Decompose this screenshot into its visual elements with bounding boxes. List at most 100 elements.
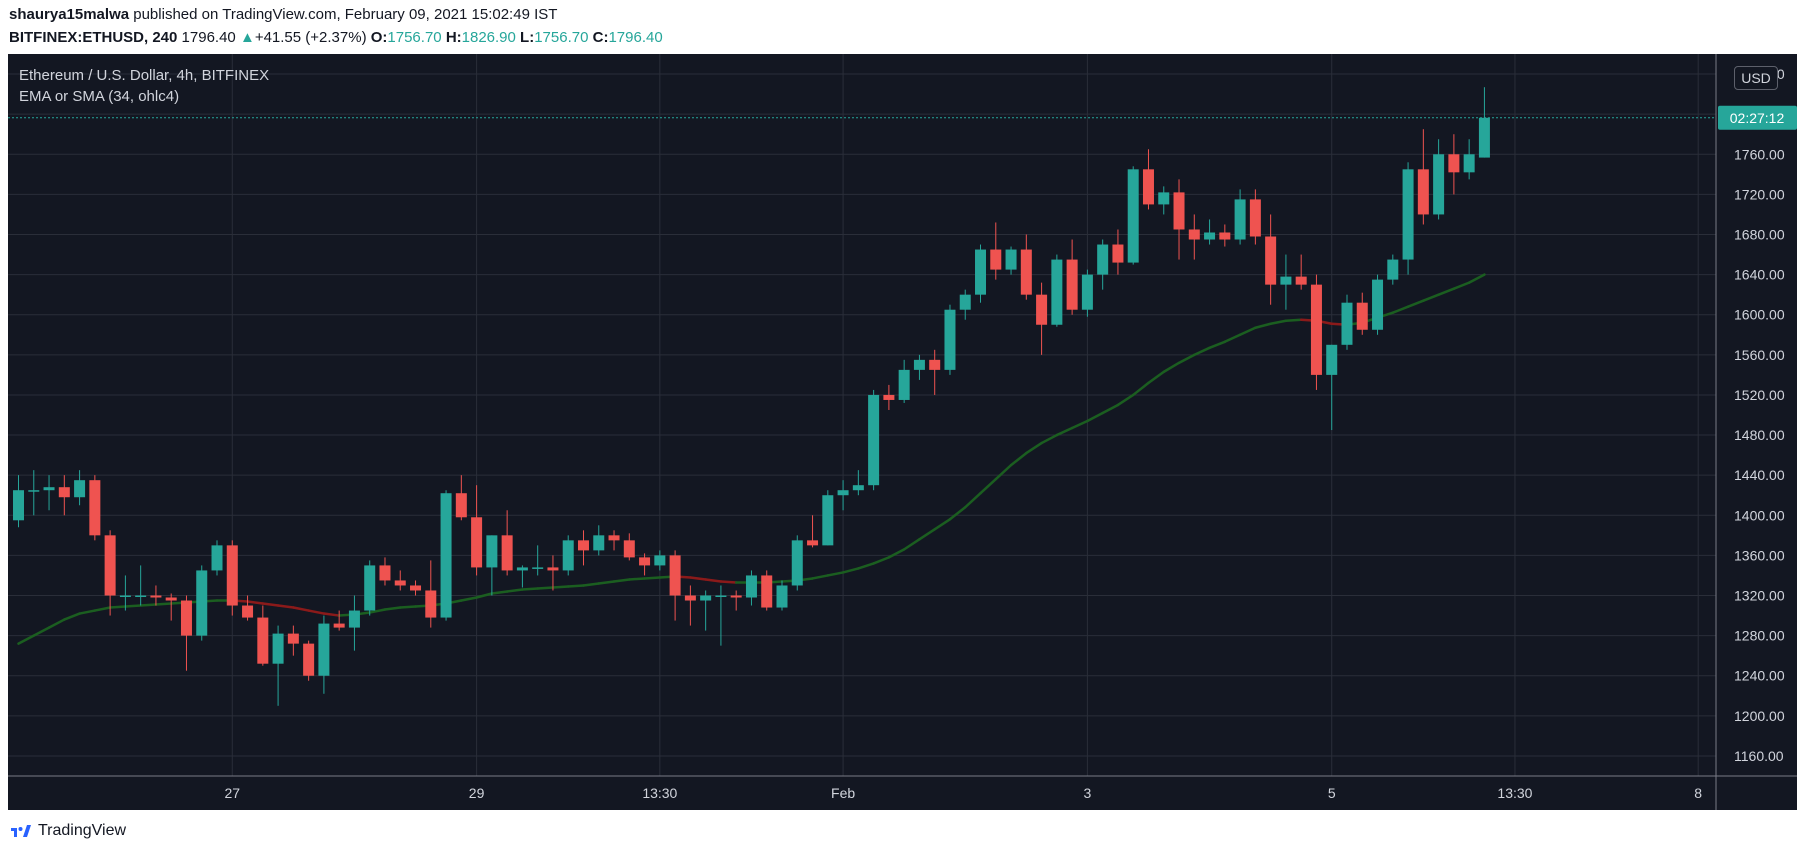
candle-body[interactable] (486, 535, 498, 568)
candle-body[interactable] (547, 567, 559, 571)
candle-body[interactable] (776, 585, 788, 608)
candle-body[interactable] (608, 535, 620, 541)
candle-body[interactable] (364, 565, 376, 611)
candle-body[interactable] (1310, 284, 1322, 375)
candle-body[interactable] (287, 633, 299, 644)
candle-body[interactable] (1417, 169, 1429, 215)
candle-body[interactable] (165, 597, 177, 601)
candle-body[interactable] (837, 490, 849, 496)
candle-body[interactable] (471, 517, 483, 568)
candle-body[interactable] (211, 545, 223, 571)
candle-body[interactable] (944, 309, 956, 370)
candle-body[interactable] (1433, 154, 1445, 215)
candle-body[interactable] (532, 567, 544, 569)
candle-body[interactable] (730, 595, 742, 598)
candle-body[interactable] (455, 493, 467, 518)
candle-body[interactable] (89, 480, 101, 536)
candle-body[interactable] (226, 545, 238, 606)
candle-body[interactable] (577, 540, 589, 551)
candle-body[interactable] (959, 294, 971, 310)
candle-body[interactable] (975, 249, 987, 295)
candle-body[interactable] (1341, 302, 1353, 345)
candle-body[interactable] (1356, 302, 1368, 330)
candle-body[interactable] (1036, 294, 1048, 325)
candle-body[interactable] (1326, 344, 1338, 375)
candle-body[interactable] (1387, 259, 1399, 280)
candle-body[interactable] (1173, 192, 1185, 230)
candle-body[interactable] (791, 540, 803, 586)
candle-body[interactable] (43, 487, 55, 491)
candle-body[interactable] (1081, 274, 1093, 310)
candle-body[interactable] (929, 359, 941, 370)
candle-body[interactable] (501, 535, 513, 571)
candle-body[interactable] (1249, 199, 1261, 237)
candle-body[interactable] (1051, 259, 1063, 325)
candle-body[interactable] (868, 394, 880, 486)
candle-body[interactable] (883, 394, 895, 400)
candle-body[interactable] (1020, 249, 1032, 295)
candle-body[interactable] (807, 540, 819, 546)
candle-body[interactable] (425, 590, 437, 618)
candle-body[interactable] (104, 535, 116, 596)
candle-body[interactable] (379, 565, 391, 581)
candle-body[interactable] (180, 600, 192, 636)
candle-body[interactable] (1188, 229, 1200, 240)
indicator-legend[interactable]: EMA or SMA (34, ohlc4) (19, 88, 180, 105)
candle-body[interactable] (196, 570, 208, 636)
candle-body[interactable] (990, 249, 1002, 270)
candle-body[interactable] (135, 595, 147, 598)
candle-body[interactable] (303, 643, 315, 676)
candle-body[interactable] (318, 623, 330, 676)
candlestick-chart[interactable]: 1160.00 1200.00 1240.00 1280.00 1320.00 1360.… (8, 54, 1797, 810)
candle-body[interactable] (1265, 236, 1277, 285)
candle-body[interactable] (13, 490, 24, 521)
candle-body[interactable] (1112, 244, 1124, 263)
candle-body[interactable] (715, 595, 727, 598)
candle-body[interactable] (28, 490, 40, 492)
candle-body[interactable] (898, 369, 910, 400)
candle-body[interactable] (516, 567, 528, 571)
candle-body[interactable] (272, 633, 284, 664)
candle-body[interactable] (74, 480, 86, 498)
candle-body[interactable] (822, 495, 834, 546)
candle-body[interactable] (1142, 169, 1154, 205)
candle-body[interactable] (1478, 117, 1490, 158)
candle-body[interactable] (150, 595, 162, 598)
candle-body[interactable] (1234, 199, 1246, 240)
candle-body[interactable] (1295, 276, 1307, 285)
candle-body[interactable] (1372, 279, 1384, 330)
candle-body[interactable] (761, 575, 773, 608)
candle-body[interactable] (669, 555, 681, 596)
candle-body[interactable] (333, 623, 345, 628)
candle-body[interactable] (1463, 154, 1475, 173)
candle-body[interactable] (242, 605, 254, 618)
candle-body[interactable] (1402, 169, 1414, 260)
candle-body[interactable] (1219, 232, 1231, 240)
candle-body[interactable] (593, 535, 605, 551)
publisher-name[interactable]: shaurya15malwa (9, 6, 130, 23)
candle-body[interactable] (1066, 259, 1078, 310)
candle-body[interactable] (684, 595, 696, 601)
candle-body[interactable] (58, 487, 70, 498)
candle-body[interactable] (1204, 232, 1216, 240)
candle-body[interactable] (913, 359, 925, 370)
candle-body[interactable] (410, 585, 422, 591)
candle-body[interactable] (1448, 154, 1460, 173)
candle-body[interactable] (562, 540, 574, 571)
candle-body[interactable] (700, 595, 712, 601)
candle-body[interactable] (1158, 192, 1170, 205)
candle-body[interactable] (623, 540, 635, 558)
candle-body[interactable] (1097, 244, 1109, 275)
candle-body[interactable] (654, 555, 666, 566)
candle-body[interactable] (639, 557, 651, 566)
candle-body[interactable] (745, 575, 757, 598)
candle-body[interactable] (1280, 276, 1292, 285)
candle-body[interactable] (257, 617, 269, 664)
footer-brand[interactable]: TradingView (10, 822, 126, 840)
candle-body[interactable] (852, 485, 864, 491)
candle-body[interactable] (1127, 169, 1139, 263)
candle-body[interactable] (440, 493, 452, 618)
candle-body[interactable] (1005, 249, 1017, 270)
candle-body[interactable] (119, 595, 131, 598)
currency-button[interactable]: USD (1734, 66, 1778, 90)
